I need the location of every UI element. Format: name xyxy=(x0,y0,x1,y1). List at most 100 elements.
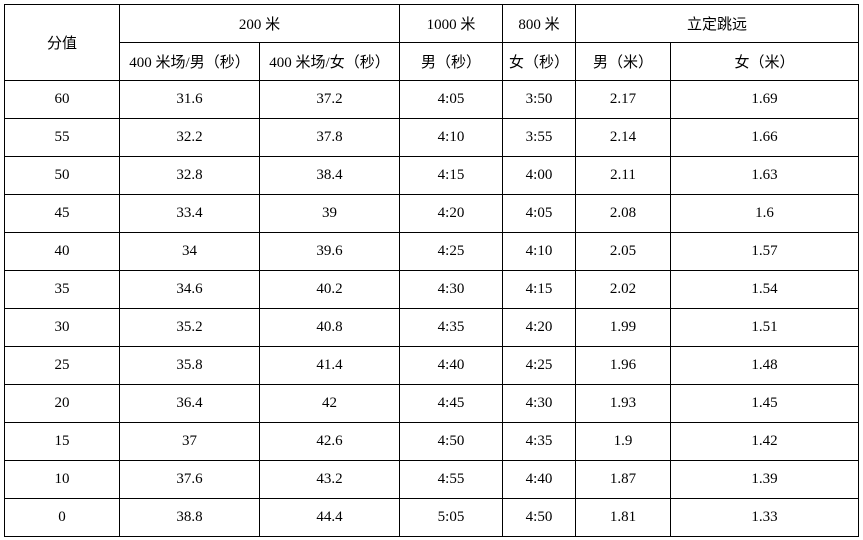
table-cell: 4:35 xyxy=(399,308,504,347)
table-cell: 4:10 xyxy=(399,118,504,157)
header-standing-jump-group: 立定跳远 xyxy=(575,4,860,43)
table-cell: 4:25 xyxy=(399,232,504,271)
table-cell: 2.02 xyxy=(575,270,672,309)
table-row: 45 33.4 39 4:20 4:05 2.08 1.6 xyxy=(4,194,860,233)
table-cell: 3:50 xyxy=(502,80,577,119)
score-cell: 55 xyxy=(4,118,120,157)
header-jump-female-meters: 女（米） xyxy=(670,42,860,81)
table-cell: 42.6 xyxy=(258,422,401,461)
table-cell: 37.6 xyxy=(119,460,260,499)
table-cell: 4:25 xyxy=(502,346,577,385)
table-cell: 38.4 xyxy=(258,156,401,195)
table-cell: 1.42 xyxy=(670,422,860,461)
score-cell: 20 xyxy=(4,384,120,423)
table-cell: 36.4 xyxy=(119,384,260,423)
table-cell: 1.93 xyxy=(575,384,672,423)
table-cell: 2.14 xyxy=(575,118,672,157)
table-cell: 2.11 xyxy=(575,156,672,195)
table-cell: 1.66 xyxy=(670,118,860,157)
table-body: 60 31.6 37.2 4:05 3:50 2.17 1.69 55 32.2 37.8 4:10… xyxy=(4,80,860,537)
header-score: 分值 xyxy=(4,4,120,81)
header-1000m-group: 1000 米 xyxy=(399,4,504,43)
table-cell: 33.4 xyxy=(119,194,260,233)
table-cell: 4:40 xyxy=(399,346,504,385)
score-cell: 45 xyxy=(4,194,120,233)
table-row: 60 31.6 37.2 4:05 3:50 2.17 1.69 xyxy=(4,80,860,119)
table-cell: 4:05 xyxy=(502,194,577,233)
score-cell: 35 xyxy=(4,270,120,309)
table-row: 55 32.2 37.8 4:10 3:55 2.14 1.66 xyxy=(4,118,860,157)
header-jump-male-meters: 男（米） xyxy=(575,42,672,81)
table-cell: 4:50 xyxy=(502,498,577,537)
table-cell: 4:20 xyxy=(399,194,504,233)
table-row: 50 32.8 38.4 4:15 4:00 2.11 1.63 xyxy=(4,156,860,195)
table-cell: 4:20 xyxy=(502,308,577,347)
table-cell: 37 xyxy=(119,422,260,461)
score-cell: 15 xyxy=(4,422,120,461)
table-cell: 4:40 xyxy=(502,460,577,499)
table-row: 40 34 39.6 4:25 4:10 2.05 1.57 xyxy=(4,232,860,271)
header-400-track-female: 400 米场/女（秒） xyxy=(258,42,401,81)
table-cell: 32.2 xyxy=(119,118,260,157)
table-cell: 1.99 xyxy=(575,308,672,347)
table-cell: 1.51 xyxy=(670,308,860,347)
table-cell: 2.17 xyxy=(575,80,672,119)
table-cell: 42 xyxy=(258,384,401,423)
table-cell: 1.63 xyxy=(670,156,860,195)
table-cell: 4:45 xyxy=(399,384,504,423)
table-cell: 2.08 xyxy=(575,194,672,233)
table-cell: 1.45 xyxy=(670,384,860,423)
table-cell: 4:55 xyxy=(399,460,504,499)
header-800m-female-seconds: 女（秒） xyxy=(502,42,577,81)
table-cell: 37.8 xyxy=(258,118,401,157)
header-1000m-male-seconds: 男（秒） xyxy=(399,42,504,81)
table-cell: 35.8 xyxy=(119,346,260,385)
table-cell: 1.6 xyxy=(670,194,860,233)
table-cell: 37.2 xyxy=(258,80,401,119)
table-row: 25 35.8 41.4 4:40 4:25 1.96 1.48 xyxy=(4,346,860,385)
table-cell: 4:30 xyxy=(502,384,577,423)
table-cell: 43.2 xyxy=(258,460,401,499)
table-cell: 4:00 xyxy=(502,156,577,195)
table-cell: 1.33 xyxy=(670,498,860,537)
header-row-groups: 分值 200 米 1000 米 800 米 立定跳远 xyxy=(4,4,860,81)
table-cell: 39.6 xyxy=(258,232,401,271)
table-row: 15 37 42.6 4:50 4:35 1.9 1.42 xyxy=(4,422,860,461)
table-cell: 32.8 xyxy=(119,156,260,195)
table-cell: 1.39 xyxy=(670,460,860,499)
header-800m-group: 800 米 xyxy=(502,4,577,43)
table-cell: 3:55 xyxy=(502,118,577,157)
table-cell: 34 xyxy=(119,232,260,271)
table-cell: 40.8 xyxy=(258,308,401,347)
header-200m-group: 200 米 xyxy=(118,4,401,43)
score-table: 分值 200 米 1000 米 800 米 立定跳远 400 米场/男（秒） 4… xyxy=(4,4,860,537)
table-cell: 38.8 xyxy=(119,498,260,537)
table-cell: 1.57 xyxy=(670,232,860,271)
table-cell: 1.9 xyxy=(575,422,672,461)
table-cell: 1.87 xyxy=(575,460,672,499)
table-cell: 4:10 xyxy=(502,232,577,271)
table-row: 10 37.6 43.2 4:55 4:40 1.87 1.39 xyxy=(4,460,860,499)
table-cell: 1.81 xyxy=(575,498,672,537)
table-row: 20 36.4 42 4:45 4:30 1.93 1.45 xyxy=(4,384,860,423)
table-cell: 35.2 xyxy=(119,308,260,347)
score-cell: 25 xyxy=(4,346,120,385)
table-cell: 41.4 xyxy=(258,346,401,385)
table-cell: 4:50 xyxy=(399,422,504,461)
score-cell: 60 xyxy=(4,80,120,119)
table-cell: 4:05 xyxy=(399,80,504,119)
table-cell: 31.6 xyxy=(119,80,260,119)
table-cell: 4:15 xyxy=(399,156,504,195)
table-cell: 1.96 xyxy=(575,346,672,385)
table-cell: 1.48 xyxy=(670,346,860,385)
table-row: 35 34.6 40.2 4:30 4:15 2.02 1.54 xyxy=(4,270,860,309)
header-row-subcolumns: 400 米场/男（秒） 400 米场/女（秒） 男（秒） 女（秒） 男（米） 女… xyxy=(5,42,860,81)
table-row: 0 38.8 44.4 5:05 4:50 1.81 1.33 xyxy=(4,498,860,537)
table-cell: 39 xyxy=(258,194,401,233)
table-cell: 4:35 xyxy=(502,422,577,461)
table-cell: 40.2 xyxy=(258,270,401,309)
score-cell: 40 xyxy=(4,232,120,271)
table-cell: 5:05 xyxy=(399,498,504,537)
score-cell: 10 xyxy=(4,460,120,499)
